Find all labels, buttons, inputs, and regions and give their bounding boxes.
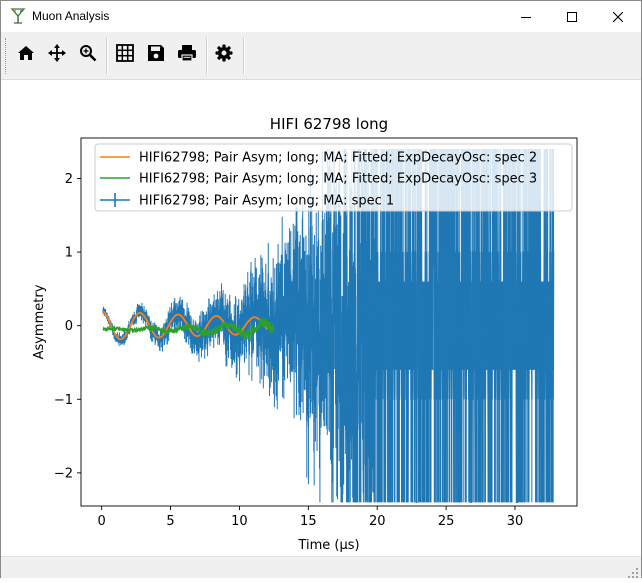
toolbar-separator (243, 38, 245, 74)
minimize-button[interactable] (503, 1, 549, 32)
muon-app-icon (9, 7, 27, 25)
settings-button[interactable] (210, 40, 238, 70)
y-tick-label: −1 (54, 393, 73, 408)
y-tick: 2 (65, 172, 81, 187)
x-tick: 5 (166, 506, 175, 529)
axes-frame (80, 137, 578, 507)
x-tick: 10 (231, 506, 248, 529)
x-tick-label: 10 (231, 514, 248, 529)
y-tick: 1 (65, 246, 81, 261)
x-tick: 30 (507, 506, 524, 529)
plot-toolbar (1, 32, 641, 80)
x-tick-label: 30 (507, 514, 524, 529)
legend-label-spec-1: HIFI62798; Pair Asym; long; MA: spec 1 (139, 194, 394, 209)
spec-1-line (102, 148, 555, 503)
move-arrows-icon (48, 44, 66, 66)
y-tick-label: −2 (54, 466, 73, 481)
asymmetry-chart[interactable]: 0 5 10 15 20 25 30 −2 −1 0 1 2 HIFI 62798 long Time… (1, 80, 641, 556)
x-tick-label: 5 (166, 514, 174, 529)
printer-icon (178, 44, 196, 66)
save-button[interactable] (142, 40, 170, 70)
y-tick-label: 0 (65, 319, 73, 334)
x-tick-label: 0 (98, 514, 106, 529)
grid-icon (116, 44, 134, 66)
plot-canvas[interactable]: 0 5 10 15 20 25 30 −2 −1 0 1 2 HIFI 62798 long Time… (1, 80, 641, 556)
minimize-icon (521, 7, 531, 26)
maximize-icon (567, 7, 577, 26)
home-button[interactable] (12, 40, 40, 70)
x-tick: 0 (98, 506, 106, 529)
grid-button[interactable] (111, 40, 139, 70)
floppy-disk-icon (147, 44, 165, 66)
x-tick-label: 15 (300, 514, 317, 529)
print-button[interactable] (173, 40, 201, 70)
x-tick: 15 (300, 506, 317, 529)
close-button[interactable] (595, 1, 641, 32)
chart-title: HIFI 62798 long (270, 115, 388, 133)
toolbar-separator (106, 38, 108, 74)
y-tick: 0 (65, 319, 81, 334)
window-title: Muon Analysis (32, 9, 110, 23)
x-tick: 25 (438, 506, 455, 529)
maximize-button[interactable] (549, 1, 595, 32)
y-axis-label: Asymmetry (32, 284, 47, 359)
y-tick: −2 (54, 466, 81, 481)
y-tick-label: 1 (65, 246, 73, 261)
home-icon (17, 44, 35, 66)
pan-button[interactable] (43, 40, 71, 70)
series-spec-3 (102, 318, 275, 341)
toolbar-separator (206, 38, 208, 74)
x-axis-label: Time (μs) (297, 538, 359, 553)
gear-icon (215, 44, 233, 66)
zoom-magnifier-icon (79, 44, 97, 66)
toolbar-grip[interactable] (5, 38, 9, 74)
y-tick: −1 (54, 393, 81, 408)
status-bar (1, 556, 641, 578)
legend-label-spec-2: HIFI62798; Pair Asym; long; MA; Fitted; … (139, 151, 537, 166)
x-tick-label: 20 (369, 514, 386, 529)
y-tick-label: 2 (65, 172, 73, 187)
legend-swatch-spec-1 (100, 193, 130, 207)
legend-label-spec-3: HIFI62798; Pair Asym; long; MA; Fitted; … (139, 172, 537, 187)
size-grip-icon[interactable] (627, 564, 639, 578)
close-icon (612, 7, 624, 26)
zoom-button[interactable] (74, 40, 102, 70)
title-bar[interactable]: Muon Analysis (1, 1, 641, 32)
x-tick: 20 (369, 506, 386, 529)
chart-legend: HIFI62798; Pair Asym; long; MA; Fitted; … (94, 143, 573, 212)
x-tick-label: 25 (438, 514, 455, 529)
